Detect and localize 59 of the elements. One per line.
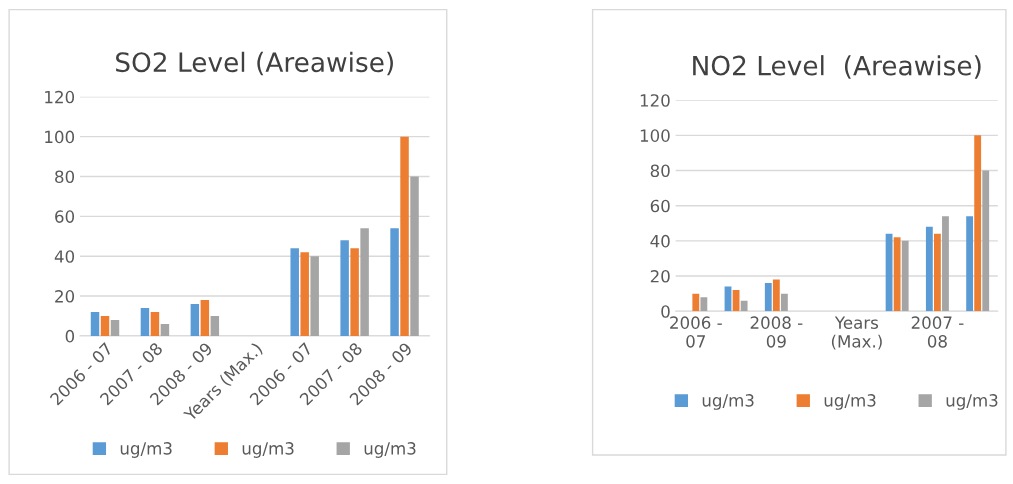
y-tick-label: 20 xyxy=(650,270,670,283)
chart-title: NO2 Level (Areawise) xyxy=(693,55,981,79)
bar xyxy=(100,315,110,336)
bar xyxy=(390,228,399,336)
y-tick-label: 60 xyxy=(55,210,75,223)
bar xyxy=(942,216,949,312)
y-tick-label: 80 xyxy=(650,164,670,178)
bar xyxy=(925,226,933,312)
bar xyxy=(780,293,788,312)
legend-label: ug/m3 xyxy=(702,394,754,410)
bar xyxy=(740,300,748,312)
y-tick-label: 0 xyxy=(65,329,75,343)
bar xyxy=(350,248,359,336)
bar xyxy=(150,311,160,336)
y-tick-label: 100 xyxy=(45,130,75,144)
legend-label: ug/m3 xyxy=(364,442,416,458)
y-tick-label: 120 xyxy=(45,90,75,104)
y-tick-label: 60 xyxy=(650,199,670,213)
chart-title: SO2 Level (Areawise) xyxy=(116,51,393,76)
legend-label: ug/m3 xyxy=(120,442,172,458)
bar xyxy=(300,252,309,336)
bar xyxy=(901,240,909,312)
x-tick-label: 2008 - 09 xyxy=(750,316,803,348)
bar xyxy=(893,237,901,312)
y-tick-label: 20 xyxy=(55,290,75,303)
legend-label: ug/m3 xyxy=(242,442,294,458)
x-tick-label: Years (Max.) xyxy=(831,316,882,350)
bar xyxy=(360,228,369,336)
bar xyxy=(190,304,200,336)
bar xyxy=(200,300,210,336)
y-tick-label: 100 xyxy=(640,129,670,142)
bar xyxy=(700,297,708,312)
bar xyxy=(310,256,319,336)
bar xyxy=(692,293,700,312)
bar xyxy=(210,315,220,336)
bar xyxy=(982,170,990,312)
bar xyxy=(290,248,299,336)
bar xyxy=(140,308,150,336)
y-tick-label: 40 xyxy=(650,234,670,248)
legend-label: ug/m3 xyxy=(824,394,876,410)
bar xyxy=(764,283,772,312)
bar xyxy=(400,136,409,336)
x-tick-label: 2007 - 08 xyxy=(911,316,964,348)
y-tick-label: 40 xyxy=(54,250,75,263)
bar xyxy=(966,216,974,312)
x-tick-label: 2006 - 07 xyxy=(670,316,722,348)
bar xyxy=(410,176,419,336)
bar xyxy=(772,279,780,312)
bar xyxy=(110,319,120,336)
bar xyxy=(160,323,170,336)
bar xyxy=(340,240,349,336)
y-tick-label: 0 xyxy=(661,305,670,318)
bar xyxy=(885,233,893,312)
legend-label: ug/m3 xyxy=(946,394,998,410)
bar xyxy=(933,233,941,312)
bar xyxy=(90,311,100,336)
y-tick-label: 80 xyxy=(55,170,75,184)
bar xyxy=(974,135,982,312)
y-tick-label: 120 xyxy=(640,94,670,107)
